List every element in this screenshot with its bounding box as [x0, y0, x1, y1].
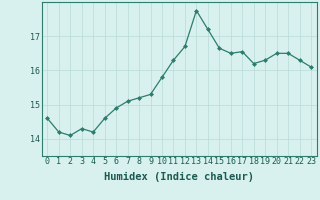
X-axis label: Humidex (Indice chaleur): Humidex (Indice chaleur): [104, 172, 254, 182]
